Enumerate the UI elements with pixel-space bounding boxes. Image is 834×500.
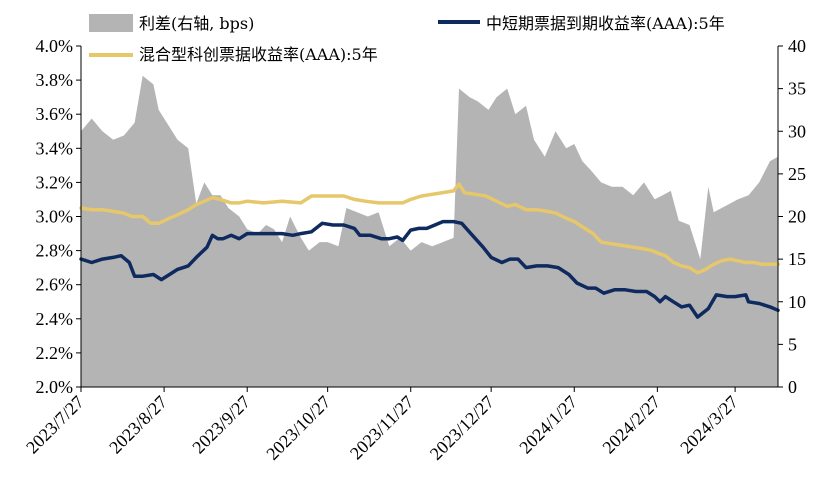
x-axis: 2023/7/27 2023/8/27 2023/9/27 2023/10/27 202… <box>22 386 778 464</box>
x-tick-label: 2023/8/27 <box>105 392 171 458</box>
right-tick-label: 5 <box>788 334 797 354</box>
left-tick-label: 2.2% <box>36 343 74 363</box>
legend-label-mix: 混合型科创票据收益率(AAA):5年 <box>139 45 378 64</box>
left-tick-label: 3.4% <box>36 138 74 158</box>
right-tick-label: 10 <box>788 292 806 312</box>
right-tick-label: 0 <box>788 377 797 397</box>
left-tick-label: 3.2% <box>36 172 74 192</box>
x-tick-label: 2023/10/27 <box>262 392 334 464</box>
legend: 利差(右轴, bps) 中短期票据到期收益率(AAA):5年 混合型科创票据收益… <box>89 14 725 64</box>
left-tick-label: 4.0% <box>36 36 74 56</box>
x-tick-label: 2024/2/27 <box>598 392 664 458</box>
left-tick-label: 2.8% <box>36 241 74 261</box>
right-tick-label: 15 <box>788 249 806 269</box>
legend-label-spread: 利差(右轴, bps) <box>139 14 254 33</box>
right-tick-label: 25 <box>788 164 806 184</box>
right-tick-label: 40 <box>788 36 806 56</box>
series-medium-short-yield-line <box>79 219 780 319</box>
left-tick-label: 2.0% <box>36 377 74 397</box>
left-tick-label: 3.8% <box>36 70 74 90</box>
right-axis: 0 5 10 15 20 25 30 35 40 <box>777 36 806 397</box>
x-tick-label: 2023/12/27 <box>426 392 498 464</box>
x-tick-label: 2023/11/27 <box>346 392 418 464</box>
series-mixed-yield-line <box>79 182 780 275</box>
right-tick-label: 30 <box>788 121 806 141</box>
x-tick-label: 2023/7/27 <box>22 392 88 458</box>
right-tick-label: 35 <box>788 79 806 99</box>
left-tick-label: 2.6% <box>36 275 74 295</box>
left-tick-label: 2.4% <box>36 309 74 329</box>
left-tick-label: 3.0% <box>36 207 74 227</box>
x-tick-label: 2024/1/27 <box>515 392 581 458</box>
plot-area <box>79 75 780 388</box>
left-tick-label: 3.6% <box>36 104 74 124</box>
x-tick-label: 2023/9/27 <box>188 392 254 458</box>
legend-swatch-spread <box>89 14 133 32</box>
legend-label-ms: 中短期票据到期收益率(AAA):5年 <box>486 14 725 33</box>
right-tick-label: 20 <box>788 207 806 227</box>
left-axis: 2.0% 2.2% 2.4% 2.6% 2.8% 3.0% 3.2% 3.4% 3.6% 3.8%… <box>36 36 82 397</box>
series-spread-area <box>81 75 778 388</box>
x-tick-label: 2024/3/27 <box>676 392 742 458</box>
